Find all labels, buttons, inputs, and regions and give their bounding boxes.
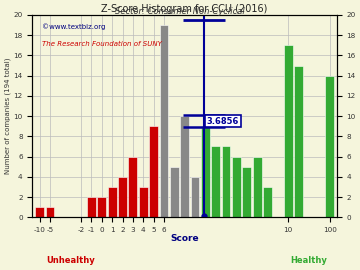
Title: Z-Score Histogram for CCU (2016): Z-Score Histogram for CCU (2016) [102, 4, 268, 14]
Text: 3.6856: 3.6856 [207, 117, 239, 126]
Text: Healthy: Healthy [291, 256, 327, 265]
Bar [149, 126, 158, 217]
Bar [263, 187, 272, 217]
Bar [190, 177, 199, 217]
Text: ©www.textbiz.org: ©www.textbiz.org [41, 23, 105, 30]
Bar [294, 66, 303, 217]
Bar [222, 147, 230, 217]
Bar [35, 207, 44, 217]
Text: Sector: Consumer Non-Cyclical: Sector: Consumer Non-Cyclical [115, 7, 245, 16]
Bar [180, 116, 189, 217]
Bar [139, 187, 148, 217]
Bar [108, 187, 117, 217]
Bar [211, 147, 220, 217]
X-axis label: Score: Score [170, 234, 199, 244]
Bar [46, 207, 54, 217]
Bar [129, 157, 137, 217]
Bar [253, 157, 261, 217]
Text: Unhealthy: Unhealthy [46, 256, 95, 265]
Bar [170, 167, 179, 217]
Bar [242, 167, 251, 217]
Bar [325, 76, 334, 217]
Y-axis label: Number of companies (194 total): Number of companies (194 total) [4, 58, 11, 174]
Bar [284, 45, 293, 217]
Bar [98, 197, 106, 217]
Bar [201, 126, 210, 217]
Bar [118, 177, 127, 217]
Text: The Research Foundation of SUNY: The Research Foundation of SUNY [41, 41, 161, 47]
Bar [87, 197, 96, 217]
Bar [159, 25, 168, 217]
Bar [232, 157, 241, 217]
